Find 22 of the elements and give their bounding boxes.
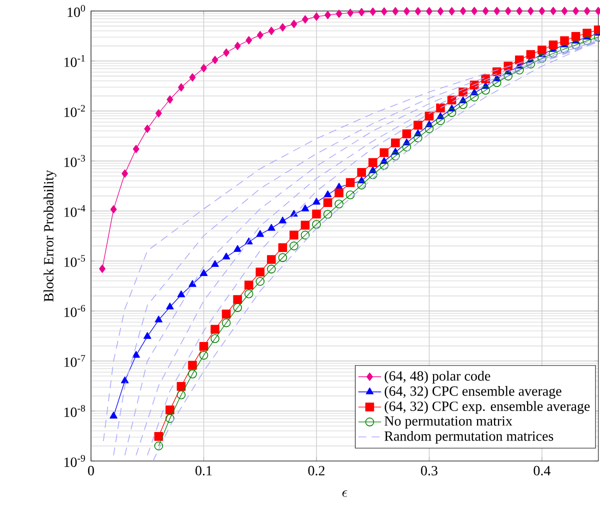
x-tick-label: 0.3 [420,466,438,476]
legend-label: No permutation matrix [384,416,512,429]
y-tick-label: 10$^{-9}$ [64,455,85,467]
y-tick-label: 10$^{-1}$ [64,55,85,67]
x-tick-label: 0 [88,466,94,476]
x-tick-label: 0.2 [308,466,324,476]
y-axis-title: Block Error Probability [44,170,56,302]
x-tick-label: 0.4 [534,466,550,476]
y-tick-label: 10$^{-6}$ [64,305,86,317]
legend-label: Random permutation matrices [384,430,554,444]
x-axis-title: $\epsilon$ [342,490,348,497]
y-tick-label: 10$^{-3}$ [64,155,86,167]
y-tick-label: 10$^{-8}$ [64,405,86,417]
y-tick-label: 10$^{-4}$ [64,205,86,217]
x-tick-label: 0.1 [196,466,212,476]
legend-label: (64, 32) CPC ensemble average [384,386,562,399]
y-tick-label: 10$^{0}$ [68,5,86,17]
legend-label: (64, 32) CPC exp. ensemble average [384,401,590,414]
y-tick-label: 10$^{-2}$ [64,105,85,117]
legend-label: (64, 48) polar code [384,370,490,384]
y-tick-label: 10$^{-7}$ [64,355,86,367]
y-tick-label: 10$^{-5}$ [64,255,86,267]
